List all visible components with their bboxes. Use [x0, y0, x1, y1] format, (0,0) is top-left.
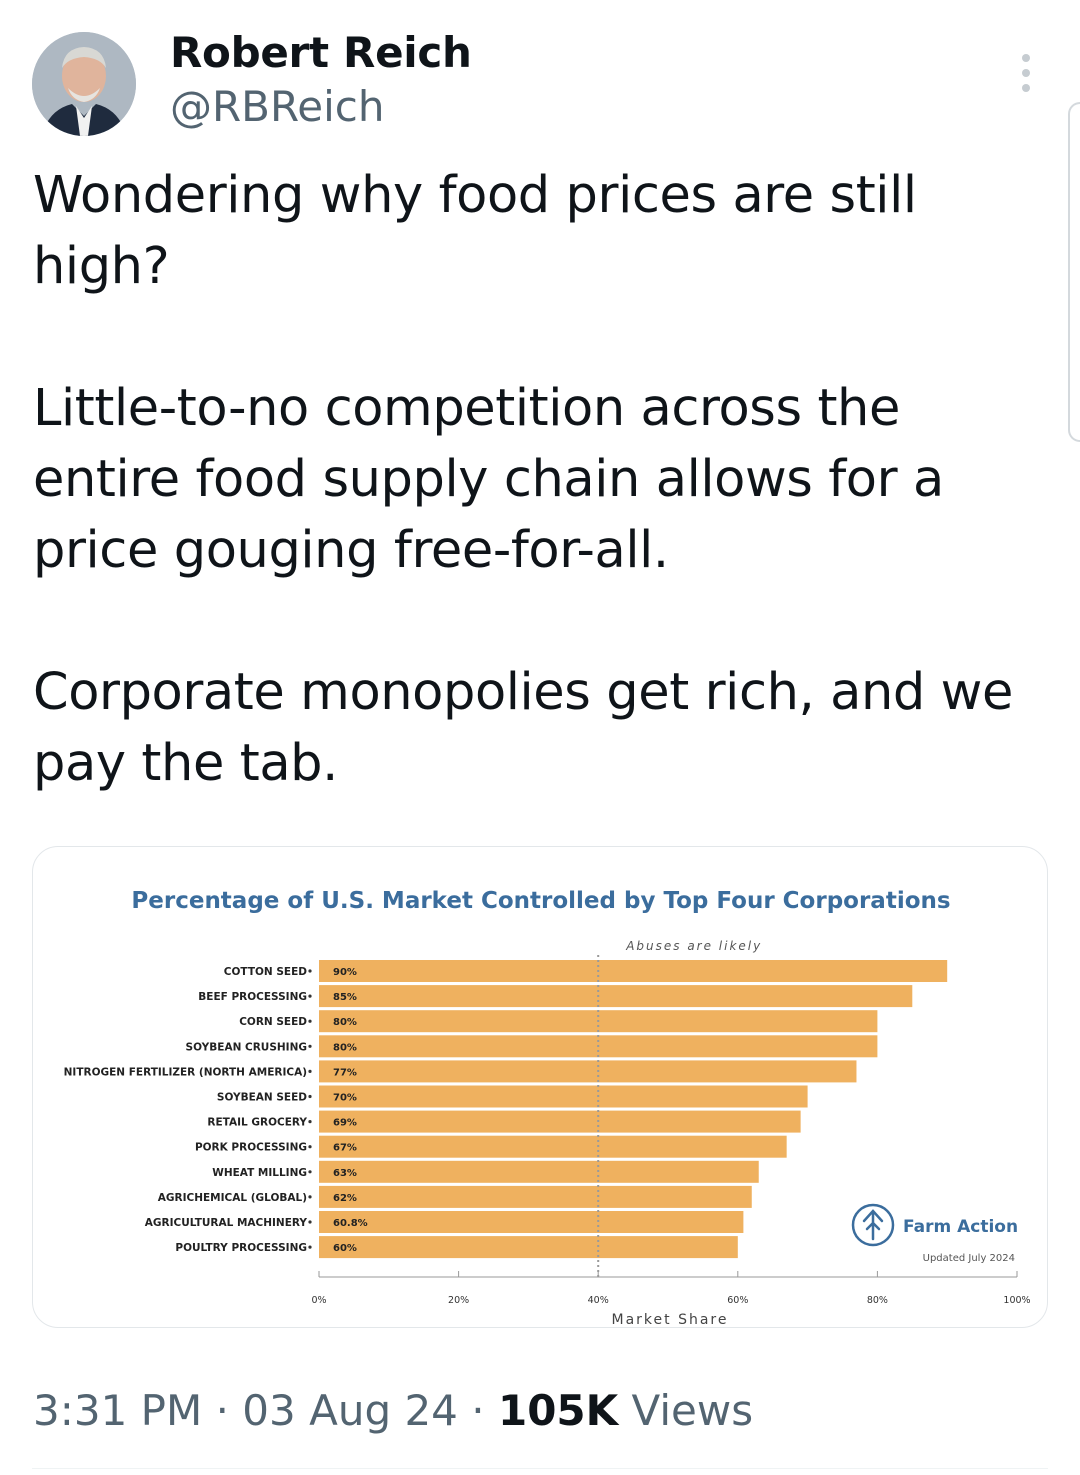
tweet-paragraph: Little-to-no competition across the enti… [33, 379, 944, 580]
bar [319, 1160, 759, 1183]
value-label: 60% [333, 1243, 357, 1254]
x-tick-label: 0% [311, 1295, 326, 1306]
category-label: COTTON SEED [224, 966, 307, 978]
category-label: SOYBEAN SEED [217, 1092, 307, 1104]
views-label: Views [631, 1386, 754, 1435]
x-tick-label: 40% [588, 1295, 609, 1306]
x-tick-label: 100% [1003, 1295, 1030, 1306]
bar [319, 1236, 738, 1259]
category-tick [308, 1094, 312, 1099]
author-handle[interactable]: @RBReich [170, 82, 385, 131]
value-label: 90% [333, 967, 357, 978]
x-tick-label: 60% [727, 1295, 748, 1306]
category-label: POULTRY PROCESSING [175, 1242, 307, 1254]
value-label: 77% [333, 1067, 357, 1078]
value-label: 85% [333, 992, 357, 1003]
value-label: 60.8% [333, 1218, 368, 1229]
category-tick [308, 1170, 312, 1174]
category-tick [308, 969, 312, 973]
bar [319, 1135, 787, 1158]
x-tick-label: 80% [867, 1295, 888, 1306]
category-tick [308, 994, 312, 998]
scrollbar[interactable] [1068, 102, 1080, 442]
category-tick [308, 1069, 312, 1073]
category-tick [308, 1044, 312, 1048]
category-tick [308, 1195, 312, 1199]
value-label: 80% [333, 1042, 357, 1053]
x-axis-label: Market Share [612, 1312, 729, 1328]
tweet-time[interactable]: 3:31 PM [33, 1386, 203, 1435]
more-options-button[interactable] [1010, 52, 1042, 96]
bar [319, 1211, 744, 1233]
category-label: PORK PROCESSING [195, 1142, 307, 1154]
category-label: AGRICHEMICAL (GLOBAL) [158, 1192, 307, 1204]
category-tick [308, 1019, 312, 1023]
category-label: NITROGEN FERTILIZER (NORTH AMERICA) [64, 1066, 307, 1078]
value-label: 62% [333, 1193, 357, 1204]
bar [319, 1085, 808, 1108]
bar [319, 1060, 857, 1083]
bar [319, 1185, 752, 1208]
divider [32, 1468, 1048, 1469]
category-label: CORN SEED [239, 1016, 307, 1028]
value-label: 63% [333, 1168, 357, 1179]
bar [319, 1110, 801, 1133]
value-label: 69% [333, 1118, 357, 1129]
avatar[interactable] [32, 32, 136, 136]
bar [319, 960, 948, 982]
category-tick [308, 1245, 312, 1249]
category-tick [308, 1220, 312, 1224]
tweet-paragraph: Wondering why food prices are still high… [33, 166, 917, 296]
avatar-photo [32, 32, 136, 136]
x-tick-label: 20% [448, 1295, 469, 1306]
category-tick [308, 1120, 312, 1124]
value-label: 70% [333, 1093, 357, 1104]
value-label: 67% [333, 1143, 357, 1154]
value-label: 80% [333, 1017, 357, 1028]
bar [319, 985, 913, 1008]
farm-action-logo-arrow [862, 1209, 884, 1241]
category-label: WHEAT MILLING [212, 1167, 307, 1179]
retweet-header-clipped: ▀▀▀▀▀▀▀▀▀▀▀ [170, 0, 430, 4]
chart-annotation: Abuses are likely [625, 939, 762, 953]
category-label: RETAIL GROCERY [207, 1117, 307, 1129]
category-label: BEEF PROCESSING [198, 991, 307, 1003]
category-tick [308, 1145, 312, 1149]
views-count: 105K [497, 1386, 619, 1435]
category-label: SOYBEAN CRUSHING [186, 1041, 307, 1053]
market-share-chart: Percentage of U.S. Market Controlled by … [64, 888, 1031, 1328]
category-label: AGRICULTURAL MACHINERY [145, 1217, 308, 1229]
source-brand: Farm Action [903, 1217, 1018, 1237]
more-vertical-icon [1022, 54, 1030, 92]
source-updated: Updated July 2024 [923, 1253, 1015, 1264]
tweet-text: Wondering why food prices are still high… [33, 160, 1053, 799]
author-name[interactable]: Robert Reich [170, 28, 472, 77]
chart-title: Percentage of U.S. Market Controlled by … [131, 888, 950, 914]
tweet-date[interactable]: 03 Aug 24 [242, 1386, 458, 1435]
tweet-paragraph: Corporate monopolies get rich, and we pa… [33, 663, 1013, 793]
tweet-meta: 3:31 PM · 03 Aug 24 · 105K Views [33, 1386, 754, 1435]
media-card[interactable]: Percentage of U.S. Market Controlled by … [32, 846, 1048, 1328]
